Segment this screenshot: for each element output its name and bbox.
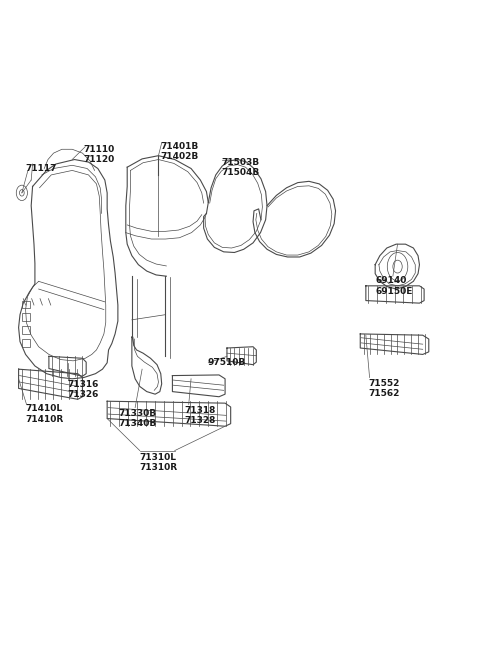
Bar (22, 313, 30, 321)
Text: 71401B
71402B: 71401B 71402B (161, 141, 199, 161)
Text: 69140
69150E: 69140 69150E (375, 276, 412, 295)
Text: 71310L
71310R: 71310L 71310R (140, 453, 178, 472)
Text: 71316
71326: 71316 71326 (68, 380, 99, 400)
Text: 97510B: 97510B (207, 358, 246, 367)
Text: 71110
71120: 71110 71120 (84, 145, 115, 164)
Bar (22, 339, 30, 346)
Text: 71117: 71117 (25, 164, 57, 173)
Text: 71503B
71504B: 71503B 71504B (221, 158, 260, 177)
Text: 71410L
71410R: 71410L 71410R (25, 404, 64, 424)
Bar (22, 301, 30, 309)
Text: 71552
71562: 71552 71562 (368, 379, 399, 398)
Text: 71330B
71340B: 71330B 71340B (119, 409, 157, 428)
Text: 71318
71328: 71318 71328 (184, 405, 216, 425)
Bar (22, 326, 30, 334)
